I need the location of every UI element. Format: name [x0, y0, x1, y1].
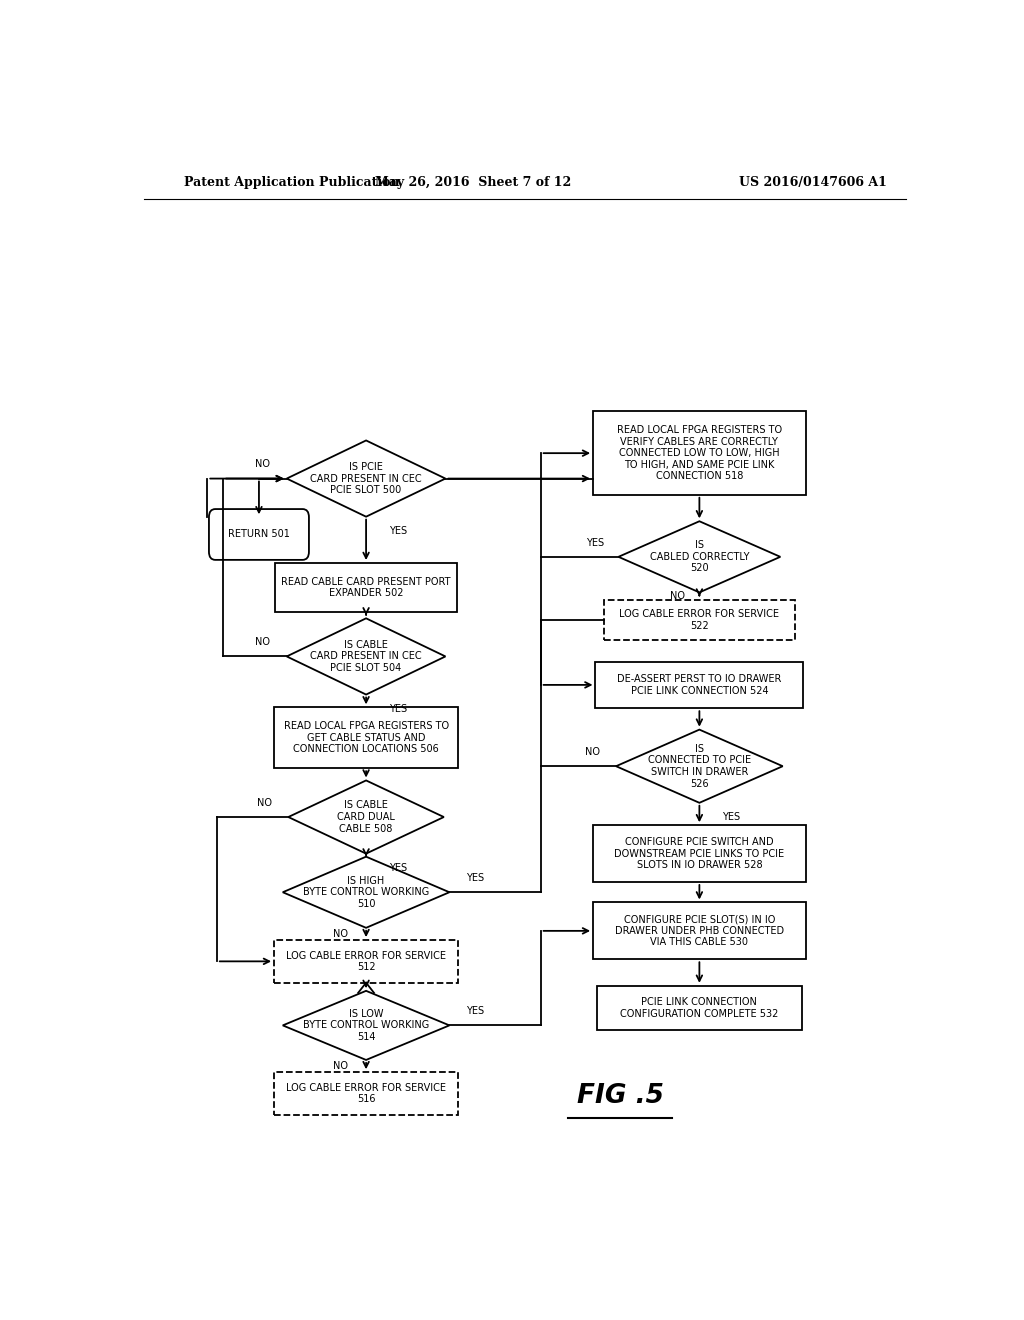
Text: IS
CABLED CORRECTLY
520: IS CABLED CORRECTLY 520 [649, 540, 750, 573]
Bar [274, 1072, 458, 1115]
Text: US 2016/0147606 A1: US 2016/0147606 A1 [739, 176, 887, 189]
Bar [593, 412, 806, 495]
Text: YES: YES [466, 873, 484, 883]
Text: NO: NO [255, 638, 270, 647]
Text: IS CABLE
CARD DUAL
CABLE 508: IS CABLE CARD DUAL CABLE 508 [337, 800, 395, 834]
Bar [604, 599, 795, 640]
Bar [274, 562, 458, 611]
Text: IS LOW
BYTE CONTROL WORKING
514: IS LOW BYTE CONTROL WORKING 514 [303, 1008, 429, 1041]
Text: READ CABLE CARD PRESENT PORT
EXPANDER 502: READ CABLE CARD PRESENT PORT EXPANDER 50… [282, 577, 451, 598]
Text: YES: YES [586, 537, 604, 548]
Text: IS CABLE
CARD PRESENT IN CEC
PCIE SLOT 504: IS CABLE CARD PRESENT IN CEC PCIE SLOT 5… [310, 640, 422, 673]
Text: May 26, 2016  Sheet 7 of 12: May 26, 2016 Sheet 7 of 12 [375, 176, 571, 189]
Text: YES: YES [722, 812, 740, 822]
Text: NO: NO [670, 591, 685, 601]
Text: Patent Application Publication: Patent Application Publication [183, 176, 399, 189]
Text: IS PCIE
CARD PRESENT IN CEC
PCIE SLOT 500: IS PCIE CARD PRESENT IN CEC PCIE SLOT 50… [310, 462, 422, 495]
Text: LOG CABLE ERROR FOR SERVICE
512: LOG CABLE ERROR FOR SERVICE 512 [286, 950, 446, 972]
Text: LOG CABLE ERROR FOR SERVICE
522: LOG CABLE ERROR FOR SERVICE 522 [620, 609, 779, 631]
Text: NO: NO [255, 459, 270, 470]
Text: CONFIGURE PCIE SLOT(S) IN IO
DRAWER UNDER PHB CONNECTED
VIA THIS CABLE 530: CONFIGURE PCIE SLOT(S) IN IO DRAWER UNDE… [614, 915, 784, 948]
Text: YES: YES [389, 525, 407, 536]
Text: NO: NO [333, 929, 348, 939]
Text: DE-ASSERT PERST TO IO DRAWER
PCIE LINK CONNECTION 524: DE-ASSERT PERST TO IO DRAWER PCIE LINK C… [617, 675, 781, 696]
Text: YES: YES [389, 863, 407, 873]
Bar [274, 940, 458, 982]
Text: NO: NO [585, 747, 600, 756]
Text: READ LOCAL FPGA REGISTERS TO
GET CABLE STATUS AND
CONNECTION LOCATIONS 506: READ LOCAL FPGA REGISTERS TO GET CABLE S… [284, 721, 449, 754]
Text: CONFIGURE PCIE SWITCH AND
DOWNSTREAM PCIE LINKS TO PCIE
SLOTS IN IO DRAWER 528: CONFIGURE PCIE SWITCH AND DOWNSTREAM PCI… [614, 837, 784, 870]
Bar [274, 708, 458, 768]
Bar [593, 903, 806, 960]
Text: RETURN 501: RETURN 501 [228, 529, 290, 540]
Bar [595, 661, 804, 709]
Text: IS HIGH
BYTE CONTROL WORKING
510: IS HIGH BYTE CONTROL WORKING 510 [303, 875, 429, 909]
Bar [597, 986, 802, 1031]
Text: YES: YES [466, 1006, 484, 1016]
Bar [593, 825, 806, 882]
Text: NO: NO [257, 797, 272, 808]
Text: READ LOCAL FPGA REGISTERS TO
VERIFY CABLES ARE CORRECTLY
CONNECTED LOW TO LOW, H: READ LOCAL FPGA REGISTERS TO VERIFY CABL… [616, 425, 782, 482]
Text: IS
CONNECTED TO PCIE
SWITCH IN DRAWER
526: IS CONNECTED TO PCIE SWITCH IN DRAWER 52… [648, 743, 751, 788]
Text: YES: YES [389, 704, 407, 714]
Text: LOG CABLE ERROR FOR SERVICE
516: LOG CABLE ERROR FOR SERVICE 516 [286, 1082, 446, 1105]
Text: FIG .5: FIG .5 [577, 1082, 664, 1109]
Text: NO: NO [333, 1061, 348, 1071]
Text: PCIE LINK CONNECTION
CONFIGURATION COMPLETE 532: PCIE LINK CONNECTION CONFIGURATION COMPL… [621, 998, 778, 1019]
